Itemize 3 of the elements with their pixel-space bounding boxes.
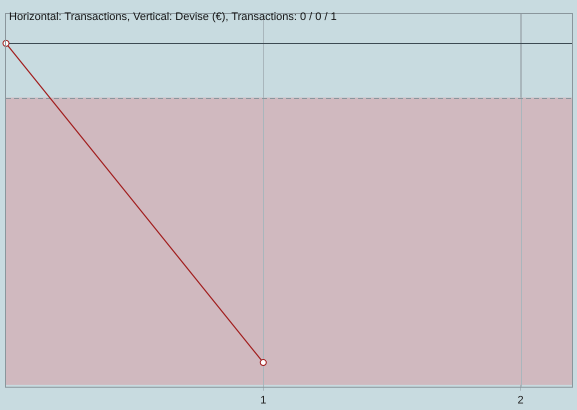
x-tick-label: 1 xyxy=(260,394,266,406)
chart-title: Horizontal: Transactions, Vertical: Devise (€), Transactions: 0 / 0 / 1 xyxy=(9,11,337,23)
x-tick-label: 2 xyxy=(517,394,524,406)
